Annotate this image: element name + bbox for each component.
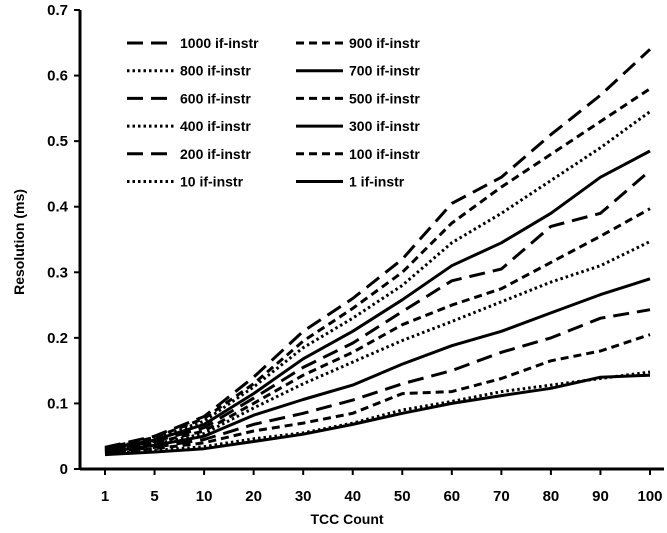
- axes: 0 0.1 0.2 0.3 0.4 0.5 0.6 0.7 1 5 10 20 30 40 50 60 70 80…: [47, 2, 664, 505]
- legend-label: 100 if-instr: [349, 146, 420, 162]
- legend-label: 300 if-instr: [349, 118, 420, 134]
- series-line-1-if-instr: [104, 373, 651, 457]
- series-line-700-if-instr: [104, 149, 651, 451]
- y-tick-label: 0.3: [47, 264, 68, 281]
- y-tick-label: 0.5: [47, 133, 68, 150]
- series-line-1000-if-instr: [104, 48, 652, 449]
- legend: 1000 if-instr 900 if-instr 800 if-instr 700…: [127, 35, 420, 190]
- series-line-800-if-instr: [104, 110, 651, 451]
- legend-label: 200 if-instr: [180, 146, 251, 162]
- legend-label: 500 if-instr: [349, 90, 420, 106]
- series-layer: [104, 48, 652, 457]
- legend-label: 600 if-instr: [180, 90, 251, 106]
- x-tick-label: 30: [295, 488, 312, 505]
- x-axis-title: TCC Count: [310, 511, 383, 527]
- y-tick-label: 0.1: [47, 395, 68, 412]
- series-line-600-if-instr: [104, 169, 651, 452]
- y-axis-title: Resolution (ms): [11, 189, 27, 295]
- x-tick-label: 40: [344, 488, 361, 505]
- series-line-200-if-instr: [104, 308, 651, 455]
- legend-label: 1000 if-instr: [180, 35, 259, 51]
- series-line-900-if-instr: [104, 87, 651, 450]
- y-tick-label: 0.4: [47, 199, 69, 216]
- y-tick-label: 0: [60, 461, 68, 478]
- legend-label: 700 if-instr: [349, 63, 420, 79]
- series-line-300-if-instr: [104, 277, 651, 454]
- x-tick-label: 20: [245, 488, 262, 505]
- x-tick-label: 60: [443, 488, 460, 505]
- y-tick-label: 0.2: [47, 330, 68, 347]
- legend-label: 1 if-instr: [349, 174, 405, 190]
- series-line-500-if-instr: [104, 207, 651, 453]
- series-line-100-if-instr: [104, 333, 651, 455]
- y-tick-label: 0.6: [47, 68, 68, 85]
- series-line-10-if-instr: [104, 370, 651, 456]
- x-tick-label: 1: [101, 488, 109, 505]
- legend-label: 900 if-instr: [349, 35, 420, 51]
- x-tick-label: 10: [196, 488, 213, 505]
- legend-label: 800 if-instr: [180, 63, 251, 79]
- x-tick-label: 90: [592, 488, 609, 505]
- series-line-400-if-instr: [104, 240, 651, 453]
- x-tick-label: 5: [150, 488, 158, 505]
- x-tick-label: 100: [637, 488, 662, 505]
- x-tick-label: 50: [394, 488, 411, 505]
- x-tick-label: 70: [493, 488, 510, 505]
- x-tick-label: 80: [543, 488, 560, 505]
- legend-label: 400 if-instr: [180, 118, 251, 134]
- legend-label: 10 if-instr: [180, 174, 244, 190]
- y-tick-label: 0.7: [47, 2, 68, 19]
